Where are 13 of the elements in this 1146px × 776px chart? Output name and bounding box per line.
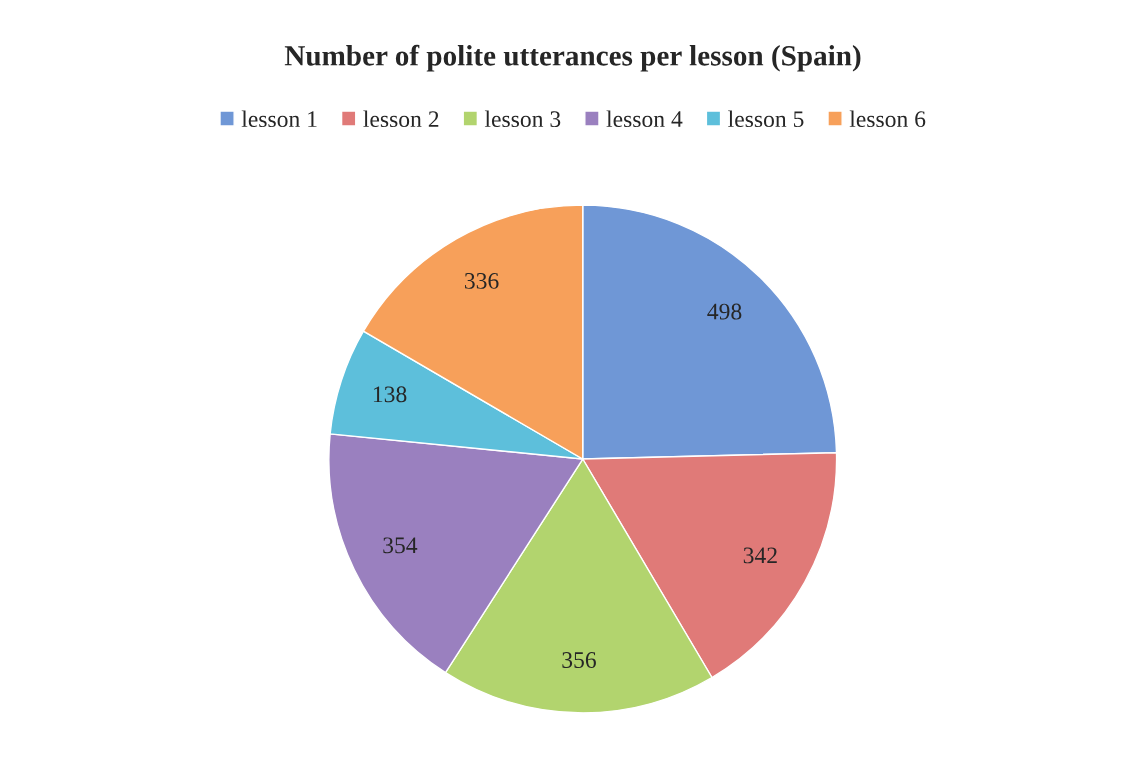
data-label: 354 [383, 537, 418, 554]
legend-label: lesson 1 [241, 110, 317, 128]
data-label: 342 [743, 547, 777, 564]
legend-label: lesson 4 [606, 110, 683, 128]
data-label: 498 [707, 303, 742, 320]
data-label: 336 [464, 272, 499, 289]
legend-label: lesson 2 [363, 110, 439, 128]
legend-label: lesson 5 [728, 110, 804, 128]
legend-label: lesson 3 [484, 110, 561, 128]
data-label: 356 [562, 652, 596, 668]
data-label: 138 [373, 386, 407, 403]
legend-label: lesson 6 [849, 110, 926, 128]
chart-title: Number of polite utterances per lesson (Spain) [284, 44, 861, 72]
